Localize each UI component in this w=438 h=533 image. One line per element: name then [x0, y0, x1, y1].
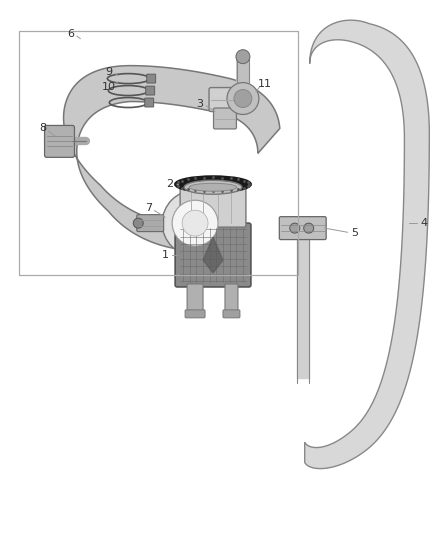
Circle shape	[234, 90, 252, 108]
Polygon shape	[203, 237, 223, 273]
FancyBboxPatch shape	[145, 98, 154, 107]
Ellipse shape	[184, 180, 242, 194]
Ellipse shape	[189, 183, 237, 191]
Text: 11: 11	[258, 78, 272, 88]
FancyBboxPatch shape	[209, 87, 241, 111]
Circle shape	[162, 190, 228, 256]
Ellipse shape	[304, 223, 314, 233]
Circle shape	[182, 210, 208, 236]
Circle shape	[236, 50, 250, 63]
Text: 6: 6	[67, 29, 74, 39]
Text: 4: 4	[421, 218, 428, 228]
FancyBboxPatch shape	[137, 215, 164, 232]
FancyBboxPatch shape	[180, 185, 246, 227]
Text: 2: 2	[166, 179, 174, 189]
Text: 1: 1	[162, 250, 169, 260]
Text: 10: 10	[101, 82, 115, 92]
FancyBboxPatch shape	[187, 284, 203, 314]
Circle shape	[227, 83, 259, 115]
Text: 3: 3	[197, 99, 204, 109]
FancyBboxPatch shape	[223, 310, 240, 318]
FancyBboxPatch shape	[45, 125, 74, 157]
FancyBboxPatch shape	[185, 310, 205, 318]
Text: 9: 9	[105, 67, 112, 77]
FancyBboxPatch shape	[175, 223, 251, 287]
FancyBboxPatch shape	[279, 216, 326, 240]
FancyBboxPatch shape	[146, 86, 155, 95]
Ellipse shape	[290, 223, 300, 233]
Circle shape	[172, 200, 218, 246]
Polygon shape	[64, 66, 280, 285]
FancyBboxPatch shape	[225, 284, 238, 314]
FancyBboxPatch shape	[147, 74, 155, 83]
Polygon shape	[305, 20, 429, 469]
Text: 7: 7	[145, 203, 152, 213]
Circle shape	[133, 218, 143, 228]
Text: 5: 5	[351, 228, 358, 238]
Ellipse shape	[175, 176, 251, 192]
FancyBboxPatch shape	[213, 108, 237, 129]
Text: 8: 8	[39, 124, 46, 133]
